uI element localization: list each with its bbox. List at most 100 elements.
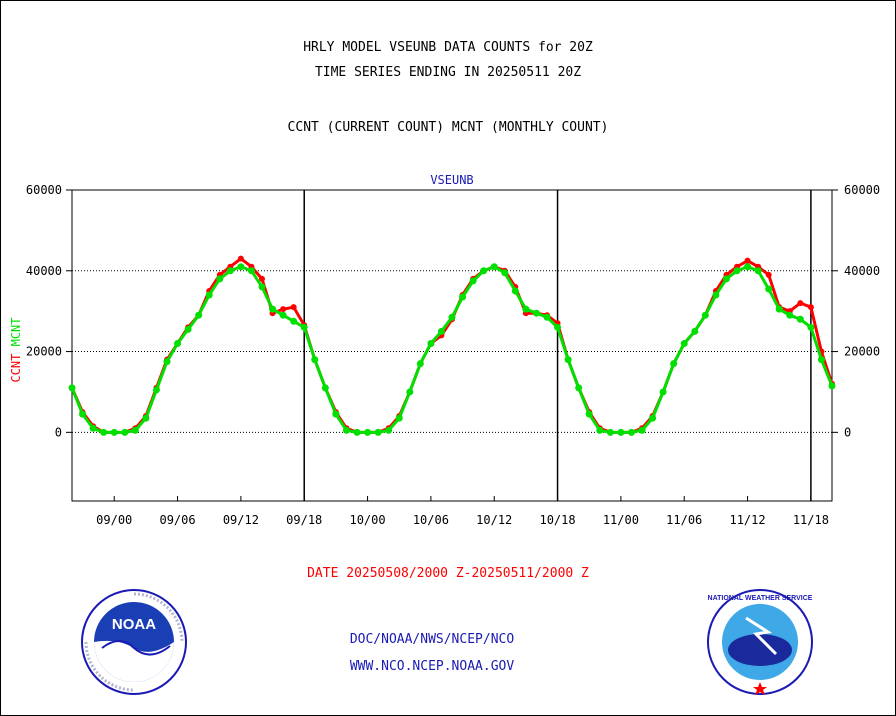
data-point-mcnt — [554, 323, 562, 331]
y-tick-label-left: 40000 — [26, 264, 62, 278]
data-point-mcnt — [205, 291, 213, 299]
data-point-mcnt — [437, 327, 445, 335]
data-point-mcnt — [532, 309, 540, 317]
data-point-mcnt — [258, 283, 266, 291]
data-point-mcnt — [142, 414, 150, 422]
x-tick-label: 09/06 — [159, 513, 195, 527]
x-tick-label: 10/12 — [476, 513, 512, 527]
data-point-mcnt — [279, 311, 287, 319]
x-tick-label: 11/00 — [603, 513, 639, 527]
chart-inner-title: VSEUNB — [430, 173, 473, 187]
x-tick-label: 11/06 — [666, 513, 702, 527]
data-point-ccnt — [765, 271, 772, 278]
data-point-ccnt — [280, 306, 287, 313]
data-point-mcnt — [564, 356, 572, 364]
data-point-mcnt — [342, 426, 350, 434]
series-line-ccnt — [70, 256, 834, 434]
data-point-mcnt — [765, 285, 773, 293]
data-point-mcnt — [174, 339, 182, 347]
data-point-mcnt — [364, 428, 372, 436]
data-point-mcnt — [300, 323, 308, 331]
data-point-mcnt — [321, 384, 329, 392]
plot-area — [71, 189, 833, 502]
data-point-mcnt — [649, 414, 657, 422]
chart-title-line2: TIME SERIES ENDING IN 20250511 20Z — [314, 65, 582, 80]
nws-logo-text: NATIONAL WEATHER SERVICE — [708, 595, 813, 602]
data-point-ccnt — [237, 255, 244, 262]
data-point-mcnt — [100, 428, 108, 436]
data-point-mcnt — [744, 263, 752, 271]
y-axis-label-ccnt: CCNT — [9, 346, 23, 382]
noaa-logo: NOAA — [81, 589, 187, 695]
data-point-mcnt — [448, 313, 456, 321]
data-point-mcnt — [416, 360, 424, 368]
data-point-mcnt — [406, 388, 414, 396]
data-point-mcnt — [543, 313, 551, 321]
data-point-ccnt — [807, 304, 814, 311]
y-tick-label-right: 60000 — [844, 183, 880, 197]
data-point-ccnt — [744, 257, 751, 264]
date-range-label: DATE 20250508/2000 Z-20250511/2000 Z — [307, 566, 589, 581]
y-axis-label-mcnt: MCNT — [9, 317, 23, 346]
data-point-mcnt — [163, 358, 171, 366]
data-point-mcnt — [712, 291, 720, 299]
x-tick-label: 10/06 — [413, 513, 449, 527]
data-point-mcnt — [575, 384, 583, 392]
data-point-mcnt — [659, 388, 667, 396]
data-point-mcnt — [754, 267, 762, 275]
data-point-mcnt — [480, 267, 488, 275]
y-tick-label-left: 20000 — [26, 345, 62, 359]
data-point-mcnt — [511, 287, 519, 295]
data-point-mcnt — [247, 267, 255, 275]
data-point-mcnt — [332, 410, 340, 418]
data-point-mcnt — [121, 428, 129, 436]
x-tick-label: 09/18 — [286, 513, 322, 527]
data-point-mcnt — [606, 428, 614, 436]
data-point-mcnt — [585, 410, 593, 418]
chart-title-line1: HRLY MODEL VSEUNB DATA COUNTS for 20Z — [303, 40, 593, 55]
data-point-mcnt — [670, 360, 678, 368]
y-axis-label: CCNT MCNT — [9, 317, 23, 382]
x-tick-label: 11/12 — [729, 513, 765, 527]
data-point-mcnt — [131, 426, 139, 434]
data-point-mcnt — [152, 386, 160, 394]
x-tick-label: 10/18 — [539, 513, 575, 527]
data-point-mcnt — [374, 428, 382, 436]
data-point-mcnt — [395, 414, 403, 422]
data-point-ccnt — [259, 275, 265, 282]
y-tick-label-right: 40000 — [844, 264, 880, 278]
data-point-mcnt — [638, 426, 646, 434]
y-tick-label-right: 0 — [844, 425, 851, 439]
data-point-mcnt — [490, 263, 498, 271]
chart-subtitle: CCNT (CURRENT COUNT) MCNT (MONTHLY COUNT… — [287, 120, 609, 135]
data-point-mcnt — [617, 428, 625, 436]
data-point-mcnt — [290, 317, 298, 325]
data-point-mcnt — [216, 275, 224, 283]
nws-logo: NATIONAL WEATHER SERVICE — [707, 589, 813, 695]
data-point-mcnt — [817, 356, 825, 364]
data-point-mcnt — [385, 426, 393, 434]
series-line-mcnt — [70, 265, 834, 434]
x-tick-label: 09/00 — [96, 513, 132, 527]
data-point-mcnt — [226, 267, 234, 275]
y-tick-label-left: 60000 — [26, 183, 62, 197]
data-point-mcnt — [596, 426, 604, 434]
data-point-mcnt — [68, 384, 76, 392]
data-point-mcnt — [680, 339, 688, 347]
data-point-mcnt — [522, 305, 530, 313]
data-point-mcnt — [110, 428, 118, 436]
data-point-mcnt — [701, 311, 709, 319]
noaa-logo-text: NOAA — [112, 616, 156, 633]
data-point-mcnt — [775, 305, 783, 313]
data-point-ccnt — [290, 304, 297, 311]
data-point-mcnt — [427, 339, 435, 347]
data-point-mcnt — [184, 325, 192, 333]
data-point-ccnt — [797, 300, 804, 307]
data-point-mcnt — [311, 356, 319, 364]
data-point-mcnt — [501, 269, 509, 277]
y-tick-label-left: 0 — [55, 425, 62, 439]
data-point-mcnt — [89, 424, 97, 432]
data-point-mcnt — [796, 315, 804, 323]
x-tick-label: 10/00 — [349, 513, 385, 527]
